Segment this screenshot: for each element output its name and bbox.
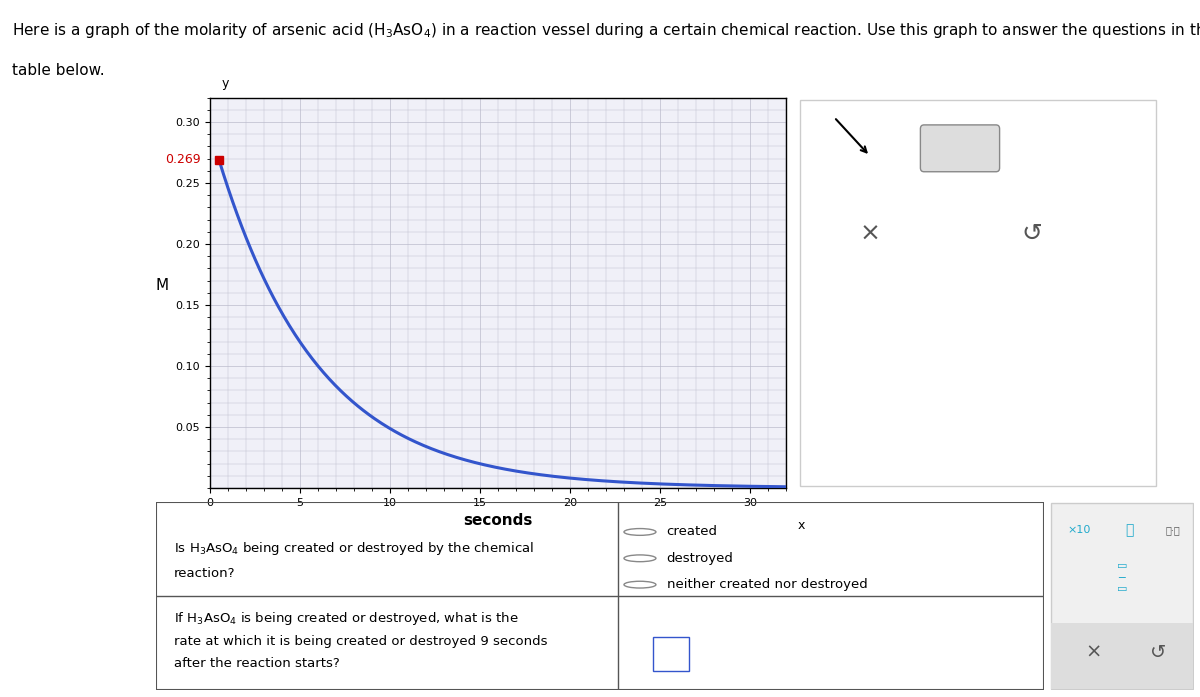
Text: 0.269: 0.269 [166, 153, 202, 167]
Text: ⬜·⬜: ⬜·⬜ [1165, 525, 1180, 535]
Text: If $\mathrm{H_3AsO_4}$ is being created or destroyed, what is the: If $\mathrm{H_3AsO_4}$ is being created … [174, 610, 518, 627]
Y-axis label: M: M [155, 277, 168, 293]
Text: ×10: ×10 [1067, 525, 1091, 535]
Text: Here is a graph of the molarity of arsenic acid $\left(\mathrm{H_3AsO_4}\right)$: Here is a graph of the molarity of arsen… [12, 21, 1200, 40]
FancyBboxPatch shape [799, 100, 1157, 486]
FancyBboxPatch shape [653, 637, 689, 671]
Text: ▭
─
▭: ▭ ─ ▭ [1117, 560, 1127, 594]
Text: reaction?: reaction? [174, 567, 235, 580]
Text: ×: × [859, 222, 881, 246]
Text: neither created nor destroyed: neither created nor destroyed [667, 578, 868, 591]
Text: ↺: ↺ [1021, 222, 1043, 246]
Text: rate at which it is being created or destroyed 9 seconds: rate at which it is being created or des… [174, 634, 547, 648]
Text: Is $\mathrm{H_3AsO_4}$ being created or destroyed by the chemical: Is $\mathrm{H_3AsO_4}$ being created or … [174, 540, 534, 558]
Text: table below.: table below. [12, 63, 104, 78]
Text: ×: × [1085, 643, 1102, 662]
FancyBboxPatch shape [920, 125, 1000, 171]
Text: ↺: ↺ [1150, 643, 1166, 662]
Text: after the reaction starts?: after the reaction starts? [174, 657, 340, 671]
Text: x: x [798, 519, 805, 532]
X-axis label: seconds: seconds [463, 513, 533, 528]
Text: destroyed: destroyed [667, 552, 733, 565]
Text: created: created [667, 526, 718, 539]
Text: y: y [222, 77, 229, 90]
Text: ⬜: ⬜ [1126, 523, 1133, 537]
Bar [1051, 623, 1193, 689]
